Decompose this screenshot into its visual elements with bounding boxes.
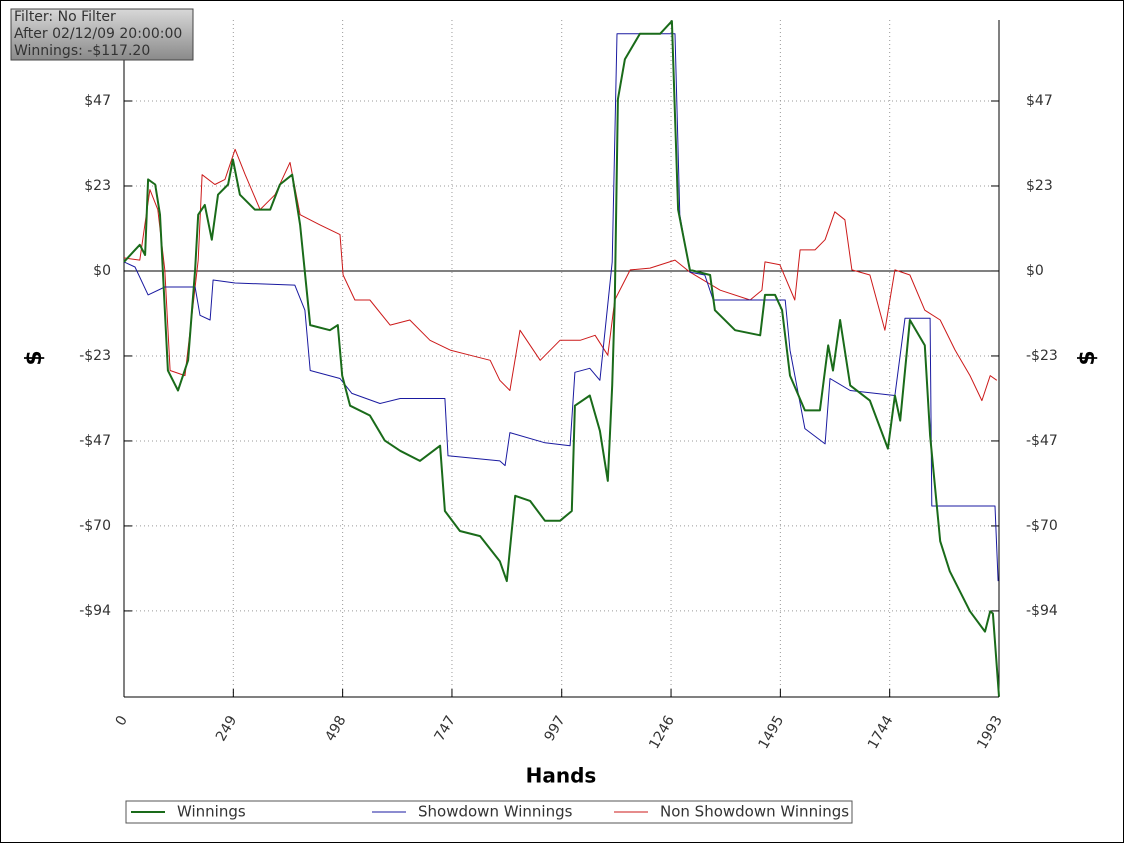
legend-label: Winnings <box>177 803 246 821</box>
y2-tick-label: -$94 <box>1026 603 1058 619</box>
legend <box>125 800 853 824</box>
y2-tick-label: -$47 <box>1026 433 1058 449</box>
y-tick-label: -$47 <box>79 433 111 449</box>
series-line <box>123 20 1000 697</box>
series-line <box>123 33 999 582</box>
y2-axis-label: $ <box>1075 350 1100 365</box>
y2-tick-label: -$23 <box>1026 348 1058 364</box>
series-line <box>123 148 998 402</box>
plot-area <box>123 20 1000 698</box>
y-tick-label: -$94 <box>79 603 111 619</box>
y-tick-label: $23 <box>84 178 111 194</box>
y2-tick-label: $47 <box>1026 93 1053 109</box>
info-line: Filter: No Filter <box>14 9 116 25</box>
y2-tick-label: $23 <box>1026 178 1053 194</box>
y-axis-label: $ <box>22 350 47 365</box>
info-box <box>10 8 194 61</box>
y-tick-label: -$23 <box>79 348 111 364</box>
info-line: Winnings: -$117.20 <box>14 43 150 59</box>
y-tick-label: $47 <box>84 93 111 109</box>
y-tick-label: -$70 <box>79 518 111 534</box>
info-line: After 02/12/09 20:00:00 <box>14 26 182 42</box>
y2-tick-label: -$70 <box>1026 518 1058 534</box>
y2-tick-label: $0 <box>1026 263 1044 279</box>
legend-label: Showdown Winnings <box>418 803 573 821</box>
x-axis-label: Hands <box>526 764 597 788</box>
legend-label: Non Showdown Winnings <box>660 803 849 821</box>
y-tick-label: $0 <box>93 263 111 279</box>
